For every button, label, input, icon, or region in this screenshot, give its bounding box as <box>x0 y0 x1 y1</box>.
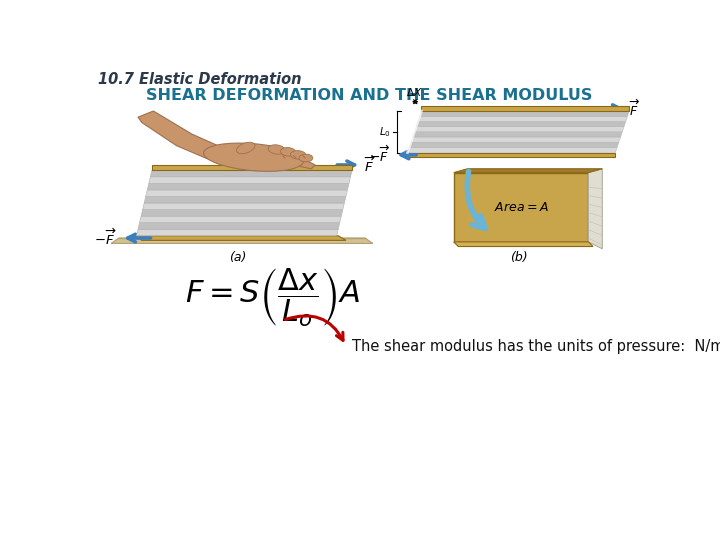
Text: $-\overrightarrow{F}$: $-\overrightarrow{F}$ <box>94 228 117 248</box>
Polygon shape <box>148 184 349 190</box>
Polygon shape <box>138 111 315 168</box>
Text: $\overrightarrow{F}$: $\overrightarrow{F}$ <box>364 155 376 175</box>
Polygon shape <box>152 165 352 170</box>
Text: (a): (a) <box>230 251 247 264</box>
Polygon shape <box>454 173 588 242</box>
Polygon shape <box>416 122 626 126</box>
Polygon shape <box>409 142 619 147</box>
FancyArrowPatch shape <box>285 316 343 340</box>
Polygon shape <box>150 170 352 177</box>
Polygon shape <box>144 197 346 203</box>
Polygon shape <box>413 132 622 137</box>
Polygon shape <box>143 203 344 210</box>
Polygon shape <box>141 210 343 216</box>
Polygon shape <box>408 147 617 153</box>
Polygon shape <box>134 236 346 240</box>
Polygon shape <box>140 216 341 222</box>
Text: SHEAR DEFORMATION AND THE SHEAR MODULUS: SHEAR DEFORMATION AND THE SHEAR MODULUS <box>146 88 592 103</box>
Polygon shape <box>408 153 616 157</box>
Polygon shape <box>138 222 340 229</box>
Ellipse shape <box>299 154 312 162</box>
Text: (b): (b) <box>510 251 528 264</box>
Text: 10.7 Elastic Deformation: 10.7 Elastic Deformation <box>98 72 302 87</box>
Text: $F = S\left(\dfrac{\Delta x}{L_o}\right)A$: $F = S\left(\dfrac{\Delta x}{L_o}\right)… <box>185 266 360 329</box>
Ellipse shape <box>290 151 306 159</box>
Polygon shape <box>145 190 348 197</box>
FancyArrowPatch shape <box>467 172 485 228</box>
Ellipse shape <box>237 142 255 154</box>
Polygon shape <box>420 111 629 116</box>
Text: $L_0$: $L_0$ <box>379 125 390 139</box>
Text: The shear modulus has the units of pressure:  N/m²: The shear modulus has the units of press… <box>352 339 720 354</box>
Polygon shape <box>415 126 624 132</box>
Polygon shape <box>454 242 593 247</box>
Polygon shape <box>421 106 629 111</box>
Ellipse shape <box>281 147 296 156</box>
Ellipse shape <box>204 143 303 171</box>
Polygon shape <box>411 137 621 142</box>
Polygon shape <box>149 177 351 184</box>
Text: $-\overrightarrow{F}$: $-\overrightarrow{F}$ <box>369 145 390 165</box>
Ellipse shape <box>268 145 285 154</box>
Polygon shape <box>588 168 603 249</box>
Polygon shape <box>137 229 338 236</box>
Polygon shape <box>454 168 603 173</box>
Polygon shape <box>418 116 628 122</box>
Polygon shape <box>111 238 373 244</box>
Text: $\Delta X$: $\Delta X$ <box>406 86 423 98</box>
Text: $\overrightarrow{F}$: $\overrightarrow{F}$ <box>629 99 640 119</box>
Text: $\mathit{Area = A}$: $\mathit{Area = A}$ <box>494 201 549 214</box>
